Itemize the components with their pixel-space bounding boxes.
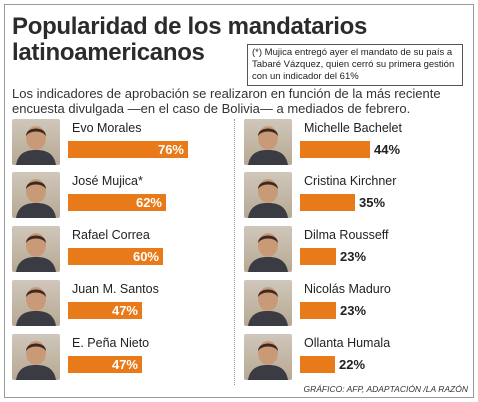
portrait-photo-jose-mujica — [12, 172, 60, 218]
bar-track-cristina-kirchner: 35% — [300, 194, 458, 211]
portrait-photo-rafael-correa — [12, 226, 60, 272]
category-label-nicolas-maduro: Nicolás Maduro — [304, 282, 391, 296]
bar-cristina-kirchner — [300, 194, 355, 211]
value-label-rafael-correa: 60% — [132, 249, 159, 264]
leader-item-jose-mujica: José Mujica* 62% — [12, 172, 226, 220]
bar-track-juan-m-santos: 47% — [68, 302, 226, 319]
title-line-1: Popularidad de los mandatarios — [12, 13, 368, 40]
bar-evo-morales — [68, 141, 188, 158]
value-label-cristina-kirchner: 35% — [359, 195, 386, 210]
bar-ollanta-humala — [300, 356, 335, 373]
leader-item-e-pena-nieto: E. Peña Nieto 47% — [12, 334, 226, 382]
bar-track-ollanta-humala: 22% — [300, 356, 458, 373]
category-label-cristina-kirchner: Cristina Kirchner — [304, 174, 397, 188]
category-label-michelle-bachelet: Michelle Bachelet — [304, 121, 402, 135]
value-label-ollanta-humala: 22% — [339, 357, 366, 372]
value-label-nicolas-maduro: 23% — [340, 303, 367, 318]
bar-jose-mujica — [68, 194, 166, 211]
bar-track-michelle-bachelet: 44% — [300, 141, 458, 158]
column-divider — [234, 119, 235, 385]
portrait-photo-dilma-rousseff — [244, 226, 292, 272]
bar-track-jose-mujica: 62% — [68, 194, 226, 211]
bar-track-evo-morales: 76% — [68, 141, 226, 158]
bar-nicolas-maduro — [300, 302, 336, 319]
footnote-box: (*) Mujica entregó ayer el mandato de su… — [247, 44, 463, 86]
bar-track-e-pena-nieto: 47% — [68, 356, 226, 373]
leader-item-rafael-correa: Rafael Correa 60% — [12, 226, 226, 274]
portrait-photo-ollanta-humala — [244, 334, 292, 380]
portrait-photo-nicolas-maduro — [244, 280, 292, 326]
chart-title: Popularidad de los mandatarios latinoame… — [12, 13, 368, 66]
source-credit: GRÁFICO: AFP, ADAPTACIÓN /LA RAZÓN — [303, 384, 468, 394]
portrait-photo-juan-m-santos — [12, 280, 60, 326]
bar-rafael-correa — [68, 248, 163, 265]
category-label-evo-morales: Evo Morales — [72, 121, 142, 135]
portrait-photo-evo-morales — [12, 119, 60, 165]
title-line-2: latinoamericanos — [12, 39, 205, 66]
leader-item-dilma-rousseff: Dilma Rousseff 23% — [244, 226, 464, 274]
leader-item-cristina-kirchner: Cristina Kirchner 35% — [244, 172, 464, 220]
category-label-dilma-rousseff: Dilma Rousseff — [304, 228, 389, 242]
value-label-e-pena-nieto: 47% — [111, 357, 138, 372]
leader-item-evo-morales: Evo Morales 76% — [12, 119, 226, 167]
value-label-evo-morales: 76% — [157, 142, 184, 157]
category-label-e-pena-nieto: E. Peña Nieto — [72, 336, 150, 350]
bar-juan-m-santos — [68, 302, 142, 319]
chart-subtitle: Los indicadores de aprobación se realiza… — [12, 86, 441, 116]
category-label-jose-mujica: José Mujica* — [72, 174, 143, 188]
value-label-juan-m-santos: 47% — [111, 303, 138, 318]
portrait-photo-e-pena-nieto — [12, 334, 60, 380]
leader-item-ollanta-humala: Ollanta Humala 22% — [244, 334, 464, 382]
leader-item-michelle-bachelet: Michelle Bachelet 44% — [244, 119, 464, 167]
category-label-rafael-correa: Rafael Correa — [72, 228, 150, 242]
bar-track-rafael-correa: 60% — [68, 248, 226, 265]
value-label-dilma-rousseff: 23% — [340, 249, 367, 264]
category-label-juan-m-santos: Juan M. Santos — [72, 282, 159, 296]
category-label-ollanta-humala: Ollanta Humala — [304, 336, 391, 350]
portrait-photo-michelle-bachelet — [244, 119, 292, 165]
value-label-michelle-bachelet: 44% — [374, 142, 401, 157]
chart-frame — [4, 4, 474, 398]
value-label-jose-mujica: 62% — [135, 195, 162, 210]
portrait-photo-cristina-kirchner — [244, 172, 292, 218]
bar-track-nicolas-maduro: 23% — [300, 302, 458, 319]
leader-item-nicolas-maduro: Nicolás Maduro 23% — [244, 280, 464, 328]
bar-michelle-bachelet — [300, 141, 370, 158]
bar-dilma-rousseff — [300, 248, 336, 265]
bar-track-dilma-rousseff: 23% — [300, 248, 458, 265]
bar-e-pena-nieto — [68, 356, 142, 373]
leader-item-juan-m-santos: Juan M. Santos 47% — [12, 280, 226, 328]
